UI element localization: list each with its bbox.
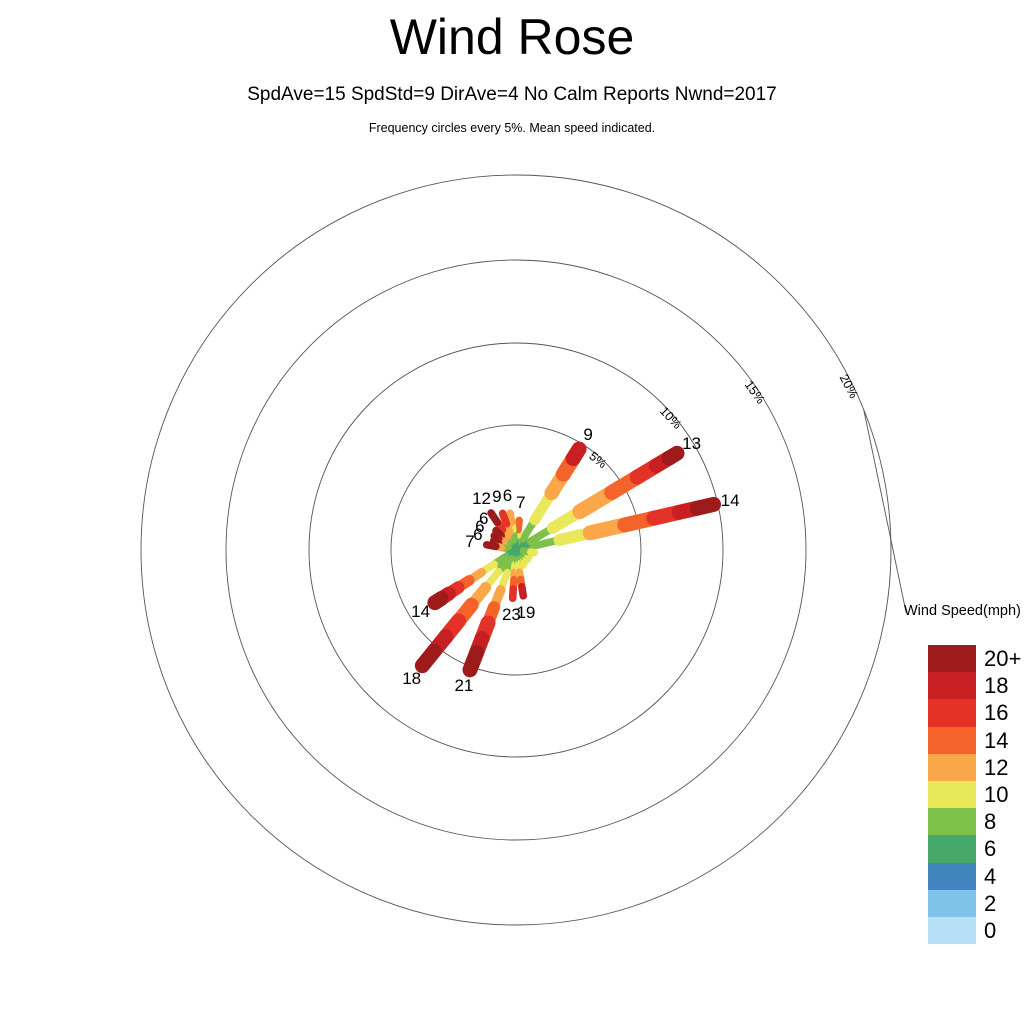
legend-title: Wind Speed(mph) xyxy=(904,603,1021,619)
legend-row: 6 xyxy=(928,835,1022,863)
petal-speed-segment xyxy=(492,526,506,540)
legend-row: 0 xyxy=(928,916,1022,945)
frequency-ring-10 xyxy=(308,342,724,758)
legend-label: 10 xyxy=(984,781,1009,807)
legend-label: 12 xyxy=(984,754,1009,780)
petal-speed-segment xyxy=(487,509,502,526)
petal-mean-speed-label: 18 xyxy=(402,668,422,688)
petal-speed-segment xyxy=(427,591,449,611)
wind-petal xyxy=(512,445,685,554)
legend-row: 12 xyxy=(928,753,1022,781)
petal-mean-speed-label: 23 xyxy=(501,605,521,625)
legend-label: 0 xyxy=(984,917,997,943)
petal-mean-speed-label: 6 xyxy=(478,508,489,528)
petal-speed-segment xyxy=(482,541,500,551)
legend-row: 16 xyxy=(928,699,1022,727)
wind-petal xyxy=(512,496,722,554)
petal-speed-segment xyxy=(526,548,539,557)
petal-speed-segment xyxy=(490,532,503,543)
legend-leader-line xyxy=(863,409,907,613)
frequency-ring-20 xyxy=(140,174,892,926)
wind-petals xyxy=(414,441,722,678)
wind-speed-legend: 20+ 18 16 14 12 10 8 6 4 2 0 xyxy=(928,645,1022,945)
legend-row: 10 xyxy=(928,780,1022,809)
petal-speed-segment xyxy=(689,496,722,516)
petal-mean-speed-label: 9 xyxy=(583,424,593,444)
petal-mean-speed-label: 6 xyxy=(473,524,483,544)
legend-label: 2 xyxy=(984,890,997,916)
legend-swatch xyxy=(928,726,976,754)
legend-leader-path xyxy=(863,409,907,613)
petal-speed-segment xyxy=(498,509,511,528)
legend-label: 18 xyxy=(984,673,1009,699)
legend-swatch xyxy=(928,916,976,945)
legend-swatch xyxy=(928,808,976,836)
legend-row: 20+ xyxy=(928,645,1022,673)
petal-mean-speed-label: 7 xyxy=(465,531,475,551)
legend-swatch xyxy=(928,780,976,809)
legend-label: 20+ xyxy=(984,646,1022,671)
legend-label: 8 xyxy=(984,809,997,835)
legend-row: 4 xyxy=(928,862,1022,890)
legend-row: 14 xyxy=(928,726,1022,754)
petal-speed-segment xyxy=(514,516,523,534)
petal-mean-speed-label: 19 xyxy=(516,602,536,622)
petal-mean-speed-label: 12 xyxy=(472,488,491,508)
petal-mean-speed-label: 7 xyxy=(516,493,526,513)
petal-mean-speed-label: 14 xyxy=(411,601,431,621)
stats-subtitle: SpdAve=15 SpdStd=9 DirAve=4 No Calm Repo… xyxy=(247,84,777,105)
petal-speed-segment xyxy=(565,441,587,467)
legend-row: 18 xyxy=(928,672,1022,700)
legend-swatch xyxy=(928,672,976,700)
petal-speed-segment xyxy=(518,582,528,600)
frequency-note: Frequency circles every 5%. Mean speed i… xyxy=(368,121,656,135)
petal-speed-segment xyxy=(508,585,518,603)
petal-speed-segment xyxy=(462,644,485,678)
petal-speed-segment xyxy=(661,445,685,466)
petal-mean-speed-label: 9 xyxy=(492,487,502,507)
legend-swatch xyxy=(928,699,976,727)
legend-swatch xyxy=(928,889,976,917)
legend-row: 2 xyxy=(928,889,1022,917)
petal-speed-segment xyxy=(506,509,516,527)
frequency-rings xyxy=(140,174,892,926)
legend-label: 4 xyxy=(984,863,997,889)
wind-petal xyxy=(512,546,539,557)
petal-mean-speed-label: 13 xyxy=(682,434,702,454)
legend-row: 8 xyxy=(928,808,1022,836)
page-title: Wind Rose xyxy=(389,9,635,65)
legend-swatch xyxy=(928,753,976,781)
legend-swatch xyxy=(928,835,976,863)
frequency-ring-5 xyxy=(390,424,642,676)
petal-mean-speed-label: 14 xyxy=(720,490,740,510)
frequency-ring-15 xyxy=(225,259,807,841)
petal-mean-speed-label: 6 xyxy=(475,516,485,536)
petal-mean-speed-label: 6 xyxy=(502,486,513,506)
legend-label: 14 xyxy=(984,727,1009,753)
legend-label: 6 xyxy=(984,836,997,862)
legend-swatch xyxy=(928,862,976,890)
wind-petal xyxy=(512,441,587,554)
legend-label: 16 xyxy=(984,700,1009,726)
petal-speed-segment xyxy=(414,643,442,674)
wind-petal xyxy=(414,546,520,674)
legend-swatch xyxy=(928,645,976,673)
petal-mean-speed-label: 21 xyxy=(454,675,474,695)
petal-speed-segment xyxy=(489,537,503,547)
wind-petal xyxy=(427,546,520,611)
